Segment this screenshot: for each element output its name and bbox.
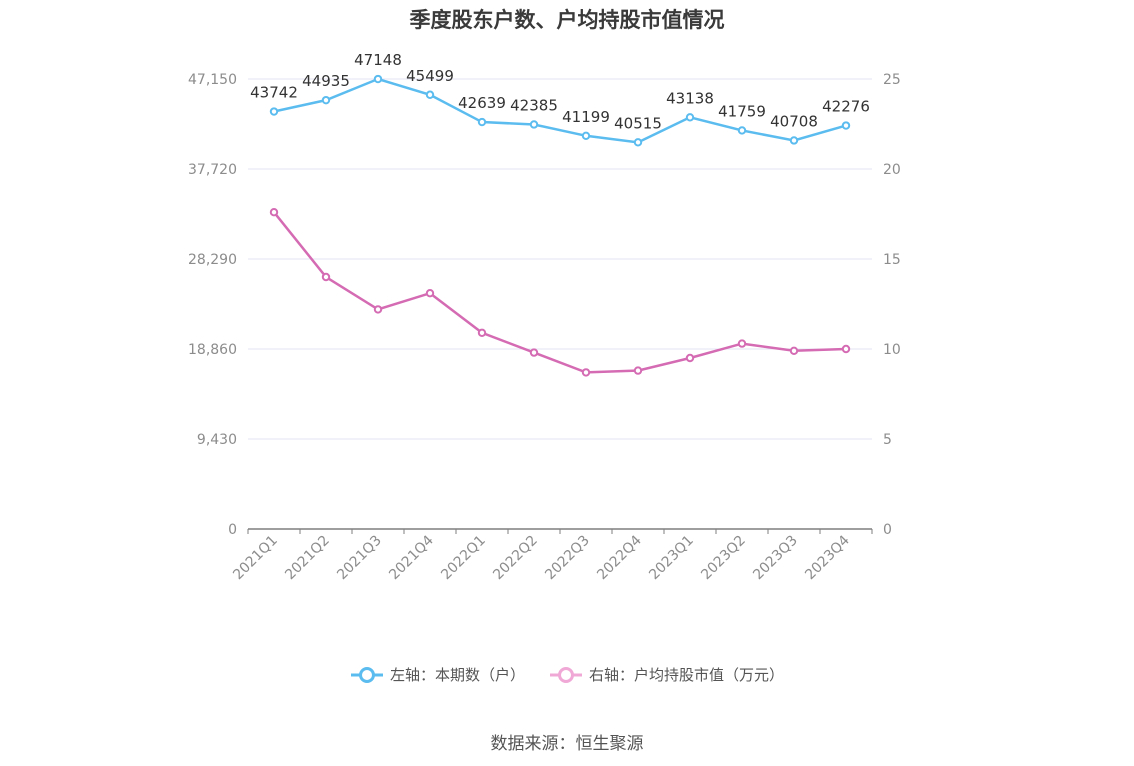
x-axis-tick-label: 2021Q2: [282, 533, 333, 584]
source-note: 数据来源：恒生聚源: [490, 734, 644, 754]
left-axis-tick-label: 0: [228, 522, 237, 538]
series-line-shareholders: [273, 77, 847, 144]
left-axis-tick-label: 18,860: [188, 342, 237, 358]
point-shareholders: [841, 121, 851, 130]
point-avg-holding: [425, 289, 435, 298]
point-avg-holding: [737, 339, 747, 348]
data-label: 44935: [302, 72, 350, 90]
point-avg-holding: [477, 328, 487, 337]
right-axis-tick-label: 20: [883, 162, 901, 178]
legend-label-right-series: 右轴：户均持股市值（万元）: [589, 666, 785, 684]
point-avg-holding: [685, 353, 695, 363]
point-shareholders: [373, 74, 383, 84]
point-avg-holding: [841, 344, 851, 354]
x-axis-tick-label: 2021Q3: [334, 533, 385, 584]
data-label: 43138: [666, 89, 714, 107]
x-axis-tick-label: 2021Q4: [386, 532, 437, 583]
data-label: 42385: [510, 96, 558, 114]
legend: 左轴：本期数（户） 右轴：户均持股市值（万元）: [0, 664, 1134, 685]
point-avg-holding: [633, 366, 643, 375]
legend-item-left-series[interactable]: 左轴：本期数（户）: [350, 664, 525, 685]
left-axis-tick-label: 37,720: [188, 162, 237, 178]
x-axis-tick-label: 2022Q2: [490, 533, 541, 584]
point-avg-holding: [529, 348, 539, 357]
right-axis-tick-label: 10: [883, 342, 901, 358]
left-axis-tick-label: 47,150: [188, 72, 237, 88]
point-shareholders: [685, 113, 695, 122]
right-axis-tick-label: 0: [883, 522, 892, 538]
series-line-avg-holding: [273, 211, 847, 374]
data-label: 40515: [614, 114, 662, 132]
data-label: 41759: [718, 102, 766, 120]
point-shareholders: [633, 138, 643, 147]
point-shareholders: [581, 131, 591, 140]
x-axis-tick-label: 2022Q4: [594, 532, 645, 583]
point-avg-holding: [321, 272, 331, 282]
point-shareholders: [737, 126, 747, 135]
legend-label-left-series: 左轴：本期数（户）: [389, 666, 525, 684]
data-label: 41199: [562, 108, 610, 126]
data-label: 43742: [250, 84, 298, 102]
x-axis-tick-label: 2023Q3: [750, 533, 801, 584]
point-avg-holding: [581, 368, 591, 377]
x-axis-tick-label: 2021Q1: [230, 533, 281, 584]
point-shareholders: [425, 90, 435, 99]
right-axis-tick-label: 25: [883, 72, 901, 88]
x-axis-tick-label: 2022Q3: [542, 533, 593, 584]
x-axis-tick-label: 2022Q1: [438, 533, 489, 584]
right-axis-tick-label: 15: [883, 252, 901, 268]
point-shareholders: [789, 136, 799, 145]
point-avg-holding: [269, 208, 279, 217]
point-shareholders: [269, 107, 279, 116]
left-axis-tick-label: 28,290: [188, 252, 237, 268]
point-avg-holding: [789, 346, 799, 355]
point-shareholders: [477, 117, 487, 127]
point-shareholders: [529, 120, 539, 129]
legend-marker-pink-icon: [550, 666, 582, 683]
point-shareholders: [321, 95, 331, 105]
data-label: 40708: [770, 112, 818, 130]
x-axis-tick-label: 2023Q2: [698, 533, 749, 584]
data-label: 42639: [458, 94, 506, 112]
point-avg-holding: [373, 305, 383, 314]
legend-marker-blue-icon: [350, 666, 383, 683]
chart-title: 季度股东户数、户均持股市值情况: [409, 8, 725, 32]
data-label: 47148: [354, 51, 402, 69]
left-axis-tick-label: 9,430: [197, 432, 237, 448]
right-axis-tick-label: 5: [883, 432, 892, 448]
data-label: 42276: [822, 98, 870, 116]
x-axis-tick-label: 2023Q4: [802, 532, 853, 583]
legend-item-right-series[interactable]: 右轴：户均持股市值（万元）: [549, 664, 784, 685]
x-axis-tick-label: 2023Q1: [646, 533, 697, 584]
data-label: 45499: [406, 67, 454, 85]
